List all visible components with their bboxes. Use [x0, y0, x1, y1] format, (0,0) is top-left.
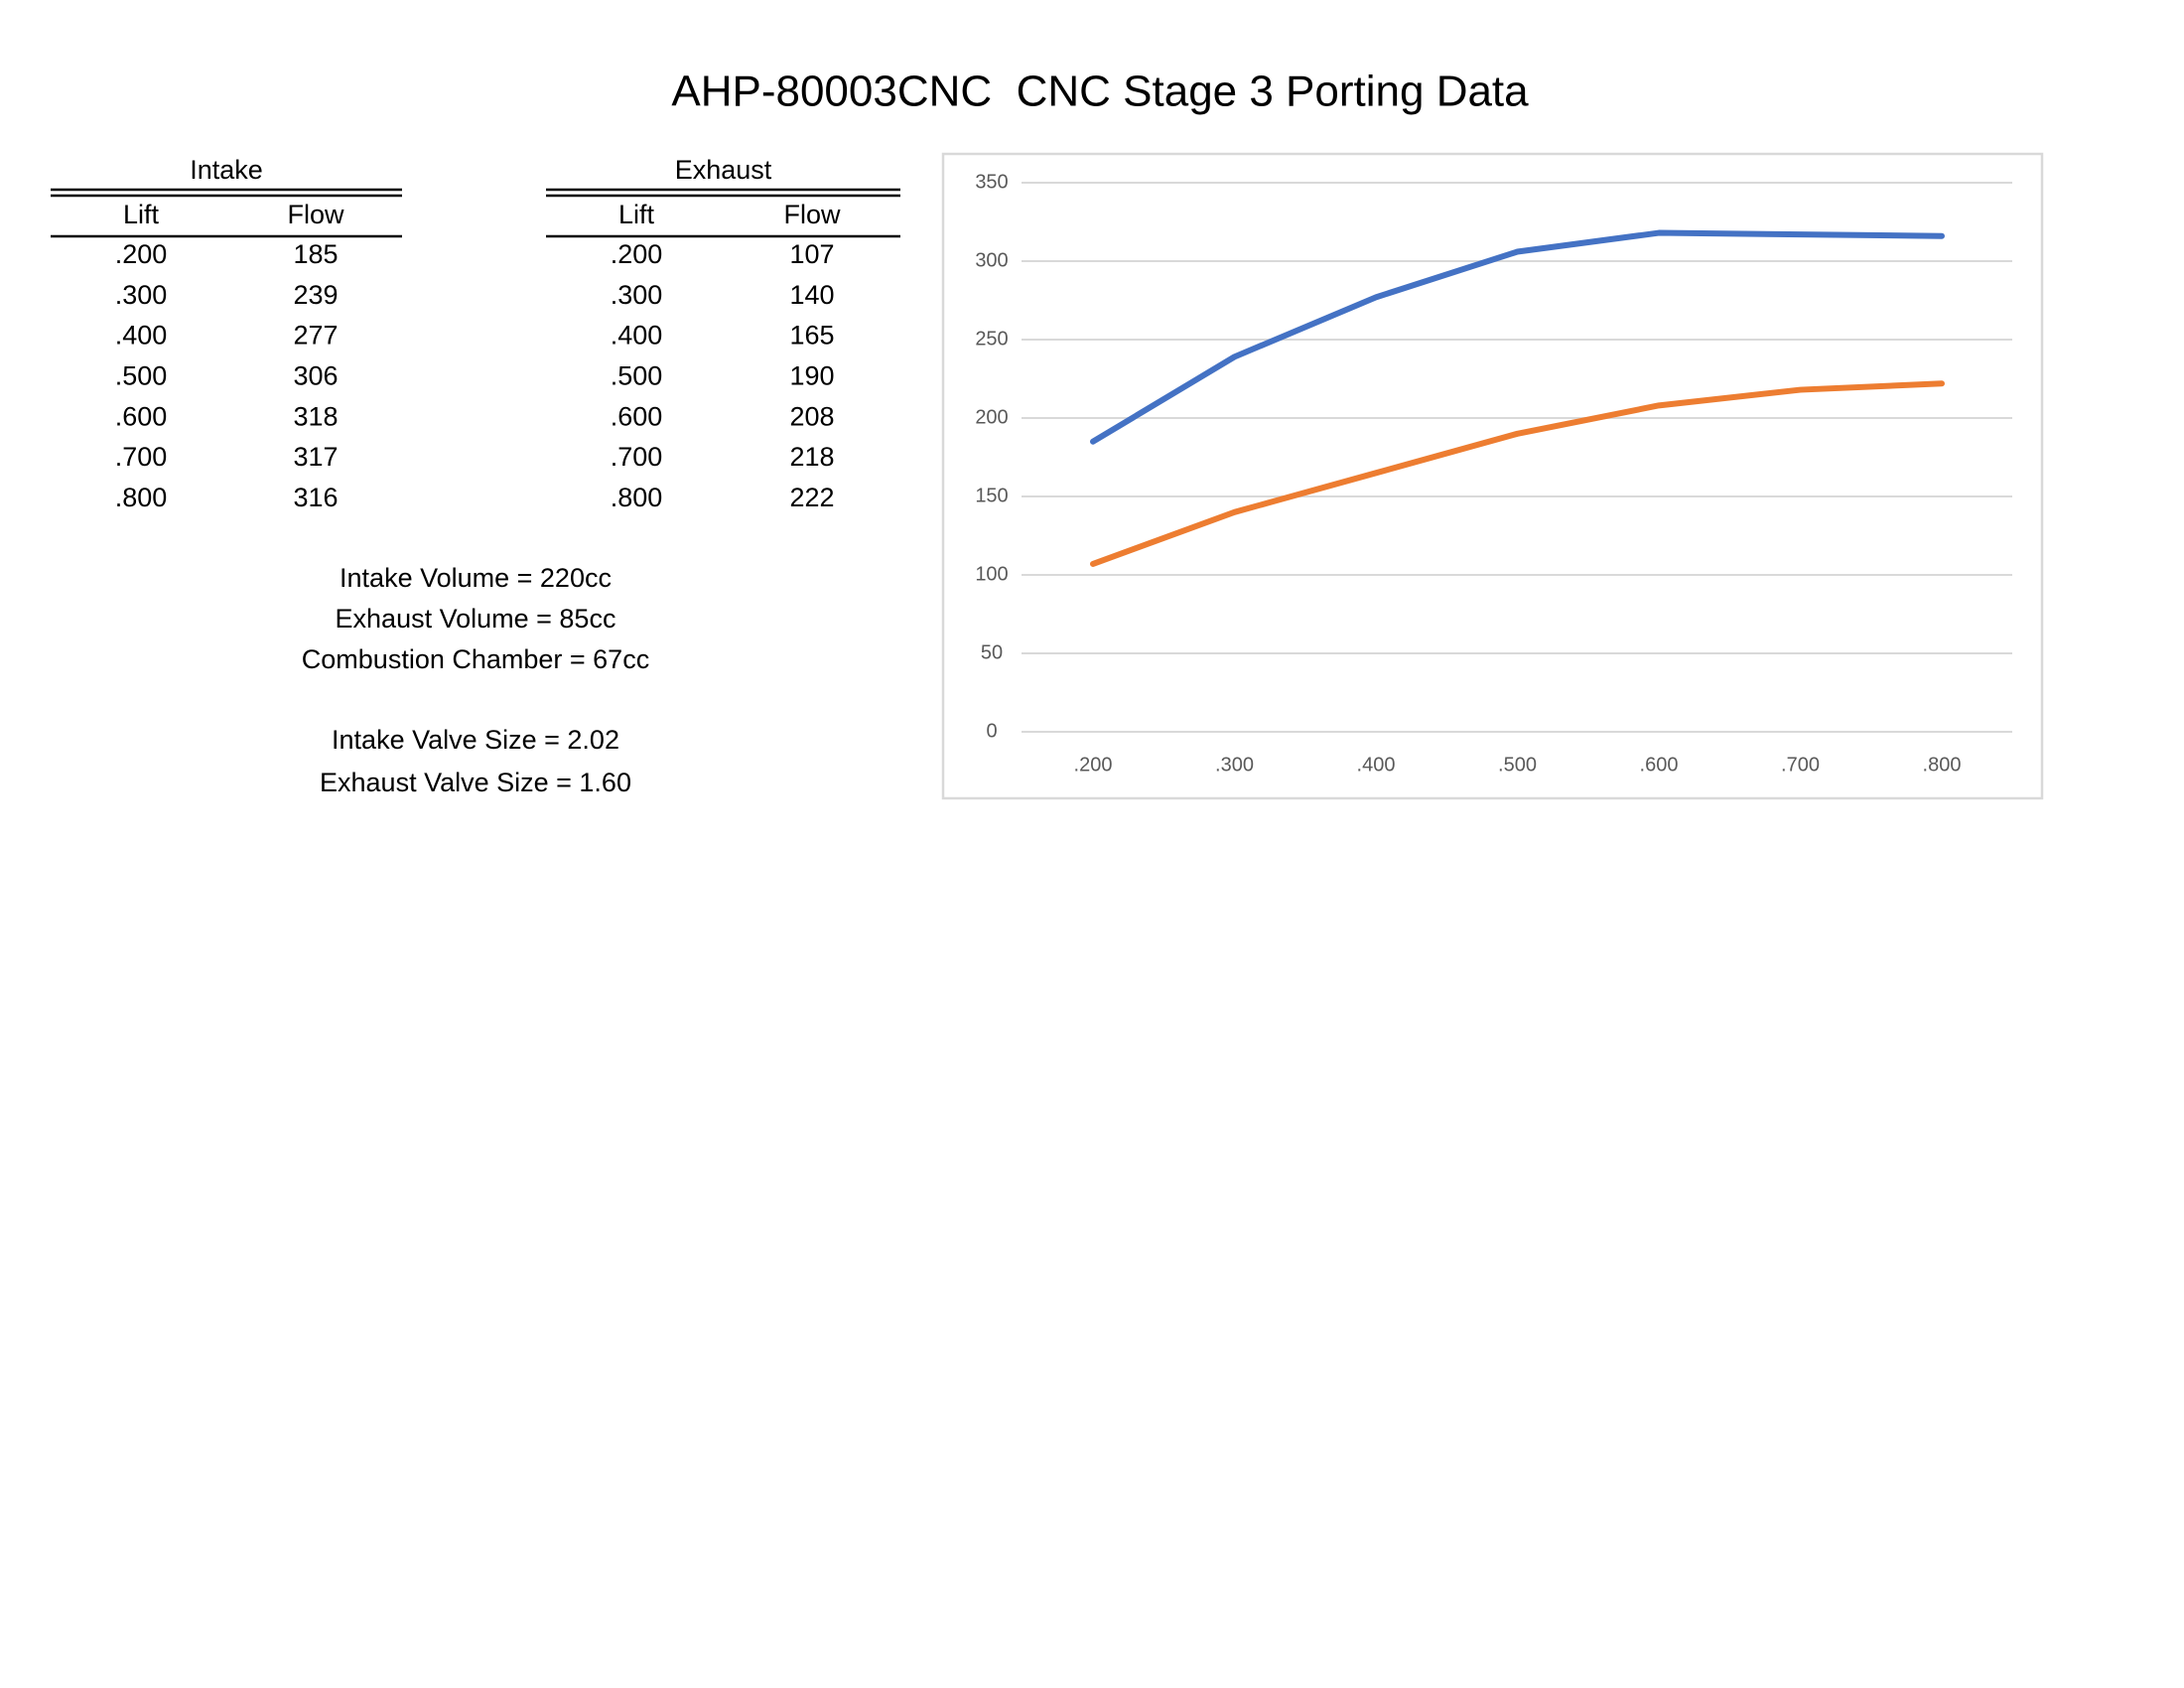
table-cell: .400 [611, 321, 663, 351]
table-cell: 306 [293, 361, 338, 391]
table-cell: 318 [293, 401, 338, 431]
table-cell: .700 [611, 442, 663, 472]
y-tick-label: 250 [975, 328, 1008, 350]
note: Exhaust Valve Size = 1.60 [320, 768, 631, 797]
table-title: Intake [190, 155, 263, 185]
table-cell: .500 [115, 361, 168, 391]
note: Intake Valve Size = 2.02 [332, 725, 619, 755]
table-cell: 239 [293, 280, 338, 310]
x-tick-label: .400 [1357, 754, 1396, 775]
table-cell: .700 [115, 442, 168, 472]
table-cell: 185 [293, 239, 338, 269]
column-header: Lift [618, 200, 655, 229]
table-cell: .200 [611, 239, 663, 269]
table-cell: .200 [115, 239, 168, 269]
y-tick-label: 100 [975, 563, 1008, 585]
table-cell: .400 [115, 321, 168, 351]
note: Intake Volume = 220cc [340, 563, 612, 593]
y-tick-label: 150 [975, 485, 1008, 506]
series-line [1090, 380, 1945, 567]
table-cell: 277 [293, 321, 338, 351]
table-cell: 208 [789, 401, 834, 431]
table-cell: .600 [611, 401, 663, 431]
column-header: Lift [123, 200, 160, 229]
y-tick-label: 350 [975, 171, 1008, 193]
table-cell: .600 [115, 401, 168, 431]
table-cell: .300 [115, 280, 168, 310]
y-tick-label: 50 [981, 641, 1003, 663]
x-tick-label: .700 [1781, 754, 1820, 775]
table-cell: 190 [789, 361, 834, 391]
x-tick-label: .500 [1498, 754, 1537, 775]
note: Combustion Chamber = 67cc [302, 644, 649, 674]
table-cell: 218 [789, 442, 834, 472]
table-cell: .300 [611, 280, 663, 310]
table-cell: .800 [115, 483, 168, 512]
x-tick-label: .800 [1923, 754, 1962, 775]
table-title: Exhaust [675, 155, 772, 185]
table-cell: 107 [789, 239, 834, 269]
note: Exhaust Volume = 85cc [336, 604, 616, 633]
table-cell: 222 [789, 483, 834, 512]
table-cell: 140 [789, 280, 834, 310]
series-line [1090, 229, 1945, 445]
y-tick-label: 200 [975, 406, 1008, 428]
table-cell: .800 [611, 483, 663, 512]
y-tick-label: 0 [986, 720, 997, 742]
y-tick-label: 300 [975, 249, 1008, 271]
x-tick-label: .300 [1215, 754, 1254, 775]
column-header: Flow [783, 200, 841, 229]
x-tick-label: .200 [1074, 754, 1113, 775]
table-cell: .500 [611, 361, 663, 391]
column-header: Flow [287, 200, 344, 229]
x-tick-label: .600 [1640, 754, 1679, 775]
page-title: AHP-80003CNC CNC Stage 3 Porting Data [671, 68, 1529, 116]
table-cell: 165 [789, 321, 834, 351]
table-cell: 316 [293, 483, 338, 512]
table-cell: 317 [293, 442, 338, 472]
chart-frame [941, 152, 2044, 800]
